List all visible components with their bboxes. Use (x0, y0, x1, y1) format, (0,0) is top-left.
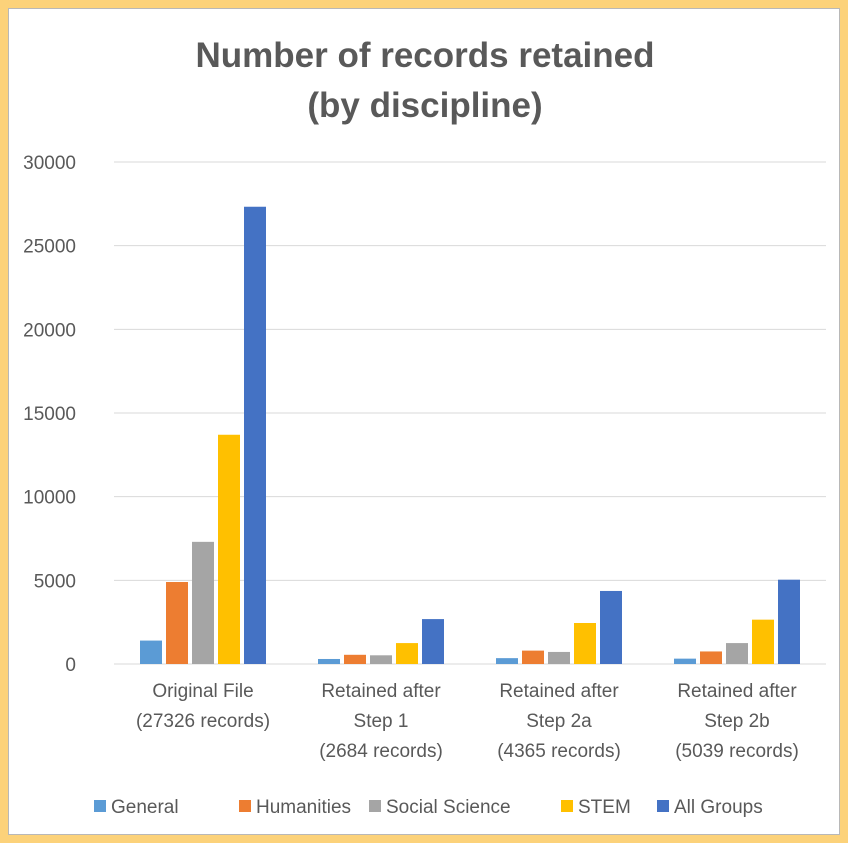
y-tick-label: 5000 (34, 571, 76, 592)
y-tick-label: 30000 (23, 153, 76, 174)
chart-title: Number of records retained (by discipline… (196, 36, 655, 125)
x-category-label: Original File (152, 681, 253, 702)
x-category-label: Retained after (677, 681, 797, 702)
bar-humanities (166, 582, 188, 664)
legend-label: General (111, 797, 179, 818)
legend-swatch (94, 800, 106, 812)
y-tick-label: 0 (65, 655, 76, 676)
chart-frame: Number of records retained (by discipline… (8, 8, 840, 835)
legend-label: Social Science (386, 797, 511, 818)
bar-stem (218, 434, 240, 664)
x-category-label: Step 2b (704, 711, 770, 732)
x-category-label: (27326 records) (136, 711, 270, 732)
legend: General Humanities Social Science STEM All G… (94, 797, 763, 818)
bar-stem (396, 643, 418, 664)
bar-general (496, 658, 518, 664)
x-category-label: (4365 records) (497, 741, 621, 762)
x-category-label: Retained after (499, 681, 619, 702)
bar-humanities (700, 651, 722, 664)
x-axis-labels: Original File (27326 records) Retained aft… (136, 681, 799, 762)
bar-social-science (370, 655, 392, 664)
legend-swatch (561, 800, 573, 812)
bar-social-science (726, 643, 748, 664)
legend-swatch (239, 800, 251, 812)
legend-swatch (657, 800, 669, 812)
bar-general (140, 640, 162, 664)
bar-all-groups (244, 206, 266, 664)
bar-social-science (192, 541, 214, 664)
bar-social-science (548, 651, 570, 664)
bar-humanities (522, 650, 544, 664)
y-axis-ticks: 0 5000 10000 15000 20000 25000 30000 (23, 153, 76, 676)
bar-stem (574, 623, 596, 664)
bar-all-groups (422, 619, 444, 664)
y-tick-label: 15000 (23, 404, 76, 425)
y-tick-label: 20000 (23, 320, 76, 341)
bar-general (318, 658, 340, 664)
bar-chart: Number of records retained (by discipline… (23, 36, 826, 818)
bars (140, 206, 800, 664)
legend-label: All Groups (674, 797, 763, 818)
bar-humanities (344, 654, 366, 664)
x-category-label: (5039 records) (675, 741, 799, 762)
legend-label: STEM (578, 797, 631, 818)
y-tick-label: 10000 (23, 488, 76, 509)
bar-all-groups (600, 590, 622, 664)
chart-title-line: Number of records retained (196, 36, 655, 75)
bar-all-groups (778, 579, 800, 664)
legend-label: Humanities (256, 797, 351, 818)
chart-title-line: (by discipline) (307, 86, 542, 125)
x-category-label: (2684 records) (319, 741, 443, 762)
bar-general (674, 658, 696, 664)
x-category-label: Step 1 (354, 711, 409, 732)
x-category-label: Retained after (321, 681, 441, 702)
bar-stem (752, 619, 774, 664)
legend-swatch (369, 800, 381, 812)
y-tick-label: 25000 (23, 237, 76, 258)
x-category-label: Step 2a (526, 711, 592, 732)
